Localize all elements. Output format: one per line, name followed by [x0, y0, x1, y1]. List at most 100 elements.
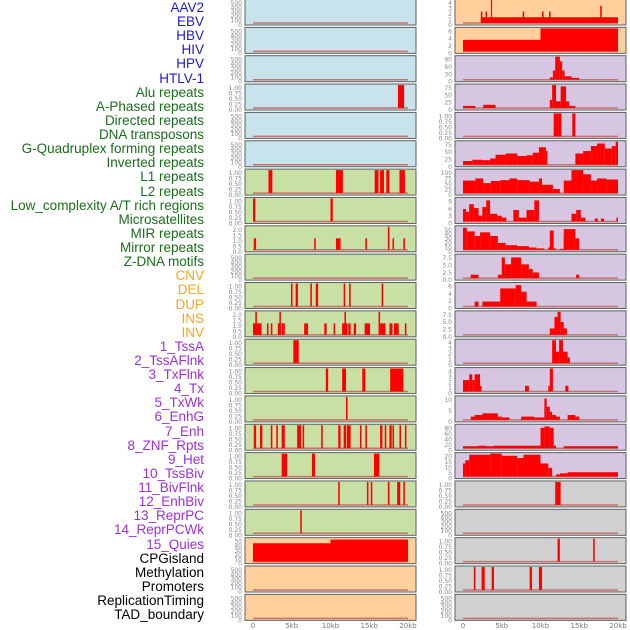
y-tick-label: 20: [234, 552, 242, 559]
y-tick-label: 50: [444, 92, 452, 99]
data-bar: [490, 0, 493, 23]
y-tick-label: 1.0: [232, 323, 242, 330]
y-tick-label: 2.5: [442, 270, 452, 277]
data-bar: [560, 86, 567, 109]
data-bar: [381, 283, 384, 307]
data-bar: [556, 416, 560, 420]
data-bar: [482, 413, 498, 420]
data-bar: [563, 180, 572, 194]
y-tick-label: 40: [444, 231, 452, 238]
data-bar: [463, 463, 466, 477]
y-tick-label: 0.00: [229, 476, 243, 483]
data-bar: [497, 274, 502, 279]
data-bar: [526, 155, 533, 165]
data-bar: [482, 301, 501, 307]
y-tick-label: 0: [238, 164, 242, 171]
y-tick-label: 1.00: [229, 284, 243, 291]
data-bar: [364, 323, 371, 335]
y-tick-label: 400: [231, 600, 243, 607]
data-bar: [365, 238, 367, 250]
data-bar: [590, 180, 598, 194]
data-bar: [297, 425, 302, 449]
data-bar: [463, 227, 467, 250]
row-label: TAD_boundary: [114, 607, 204, 623]
panel-background: [244, 0, 417, 26]
data-bar: [529, 181, 539, 194]
row-label: AAV2: [170, 0, 204, 15]
row-label: 14_ReprPCWk: [113, 522, 204, 538]
data-bar: [494, 445, 525, 449]
y-tick-label: 0.50: [439, 550, 453, 557]
data-bar: [380, 170, 384, 194]
row-label: 8_ZNF_Rpts: [127, 437, 204, 453]
y-tick-label: 0.75: [229, 487, 243, 494]
data-bar: [545, 151, 548, 165]
data-bar: [571, 170, 584, 194]
y-tick-label: 0: [238, 22, 242, 29]
y-tick-label: 0.25: [229, 215, 243, 222]
data-bar: [562, 351, 568, 364]
data-bar: [311, 453, 315, 477]
data-bar: [344, 311, 346, 335]
data-bar: [563, 236, 568, 250]
data-bar: [268, 170, 273, 194]
data-bar: [504, 264, 512, 279]
data-bar: [567, 357, 570, 364]
y-tick-label: 0: [448, 391, 452, 398]
data-bar: [338, 481, 340, 505]
data-bar: [563, 328, 567, 335]
y-tick-label: 80: [444, 425, 452, 432]
y-tick-label: 0.25: [229, 498, 243, 505]
data-bar: [523, 454, 541, 477]
track-panel: 1.000.750.500.250.00: [229, 452, 417, 483]
y-tick-label: 0.50: [229, 408, 243, 415]
panel-background: [244, 338, 417, 366]
data-bar: [616, 217, 618, 222]
data-bar: [353, 323, 357, 335]
y-tick-label: 0: [448, 476, 452, 483]
data-bar: [482, 160, 491, 165]
x-tick-label: 15kb: [571, 622, 589, 630]
y-tick-label: 4: [448, 340, 452, 347]
y-tick-label: 0.00: [229, 504, 243, 511]
y-tick-label: 0.75: [439, 119, 453, 126]
y-tick-label: 0.25: [229, 442, 243, 449]
y-tick-label: 0.50: [439, 493, 453, 500]
y-tick-label: 0.00: [229, 391, 243, 398]
y-tick-label: 9: [448, 198, 452, 205]
data-bar: [279, 311, 281, 335]
y-tick-label: 6: [448, 28, 452, 35]
data-bar: [483, 104, 496, 109]
row-label: INV: [181, 324, 204, 340]
data-bar: [293, 340, 299, 364]
track-panel: 2.01.51.00.50.0: [232, 225, 417, 256]
y-tick-label: 2.0: [232, 312, 242, 319]
panel-background: [244, 565, 417, 593]
data-bar: [549, 411, 553, 420]
data-bar: [343, 283, 346, 307]
y-tick-label: 0.75: [229, 204, 243, 211]
row-label: 3_TxFlnk: [148, 367, 204, 383]
data-bar: [470, 416, 475, 420]
row-label: MIR repeats: [130, 225, 204, 241]
y-tick-label: 100: [441, 170, 453, 177]
y-tick-label: 0.50: [229, 209, 243, 216]
y-tick-label: 5: [448, 470, 452, 477]
data-bar: [553, 445, 556, 449]
y-tick-label: 200: [231, 127, 243, 134]
data-bar: [501, 257, 505, 279]
track-panel: 1.000.750.500.250.00: [439, 565, 627, 596]
y-tick-label: 0.75: [439, 573, 453, 580]
y-tick-label: 0.00: [439, 135, 453, 142]
y-tick-label: 0.75: [229, 374, 243, 381]
y-tick-label: 5.0: [442, 319, 452, 326]
data-bar: [521, 264, 529, 279]
data-bar: [559, 61, 563, 80]
data-bar: [365, 425, 367, 449]
data-bar: [540, 463, 549, 477]
